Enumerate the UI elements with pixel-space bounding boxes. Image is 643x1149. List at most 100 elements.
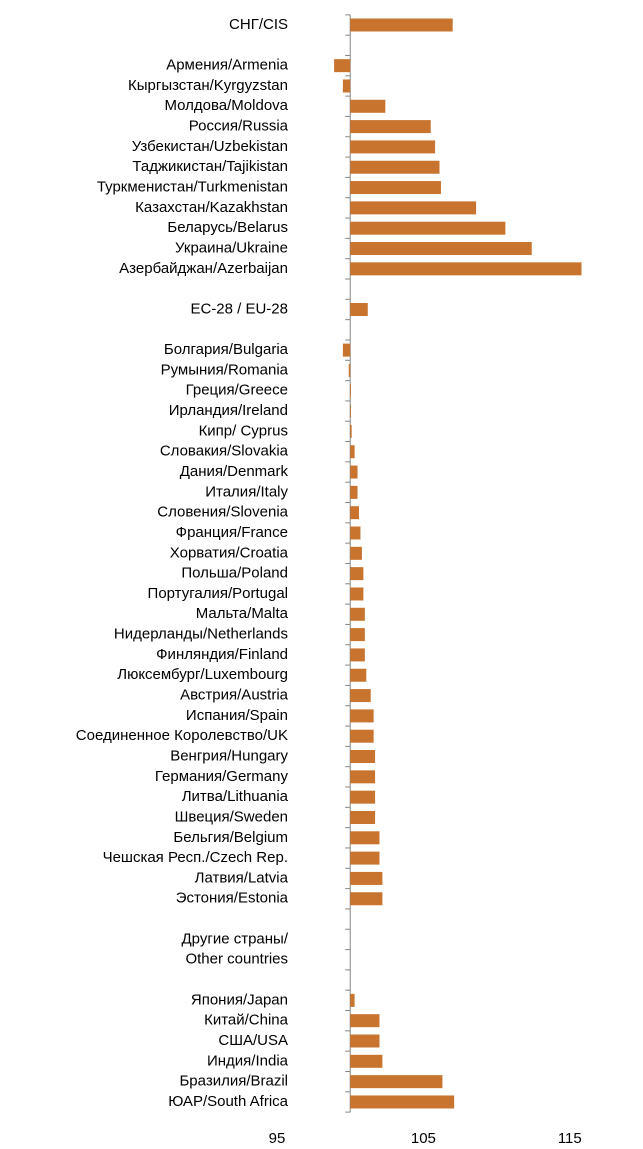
bar [350, 851, 380, 865]
y-tick-label: Венгрия/Hungary [170, 747, 288, 764]
y-tick-label: Италия/Italy [205, 483, 288, 500]
y-tick-label: Люксембург/Luxembourg [117, 666, 288, 683]
y-tick-label: Литва/Lithuania [182, 788, 289, 805]
y-tick-label: Бельгия/Belgium [173, 829, 288, 846]
bar [350, 607, 365, 621]
x-tick-label: 105 [411, 1130, 436, 1147]
y-tick-label: Германия/Germany [155, 768, 289, 785]
y-tick-label: Хорватия/Croatia [170, 544, 289, 561]
y-tick-label: Армения/Armenia [166, 57, 288, 74]
y-tick-label: ЕС-28 / EU-28 [190, 300, 288, 317]
y-tick-label: Соединенное Королевство/UK [76, 727, 288, 744]
y-tick-label: Латвия/Latvia [195, 869, 289, 886]
bar [350, 404, 351, 418]
bar [350, 648, 365, 662]
y-tick-label: Франция/France [176, 524, 288, 541]
y-tick-label: Словения/Slovenia [157, 504, 288, 521]
y-tick-label: Кипр/ Cyprus [199, 422, 288, 439]
bar [350, 302, 368, 316]
bar [350, 546, 362, 560]
bar [350, 526, 361, 540]
y-tick-label: Другие страны/ [182, 930, 289, 947]
bar [350, 424, 352, 438]
y-tick-label: Узбекистан/Uzbekistan [132, 138, 288, 155]
bar [350, 1034, 380, 1048]
bar [350, 506, 359, 520]
bar [350, 993, 355, 1007]
y-tick-label: Эстония/Estonia [176, 890, 289, 907]
bar [350, 567, 364, 581]
y-tick-label: Болгария/Bulgaria [164, 341, 289, 358]
bar [350, 242, 532, 256]
y-tick-label: Испания/Spain [186, 707, 288, 724]
bar [350, 810, 376, 824]
bar [350, 1095, 455, 1109]
y-tick-label: Румыния/Romania [161, 361, 289, 378]
bar [334, 59, 351, 73]
bar [342, 343, 351, 357]
bar [350, 1014, 380, 1028]
bar [342, 79, 351, 93]
y-tick-label: США/USA [218, 1032, 288, 1049]
y-tick-label: Япония/Japan [191, 991, 288, 1008]
bar [350, 729, 374, 743]
bar [350, 892, 383, 906]
bar [350, 1054, 383, 1068]
y-tick-label: СНГ/CIS [229, 16, 288, 33]
y-tick-label: Нидерланды/Netherlands [114, 626, 288, 643]
bar [350, 750, 376, 764]
bar [350, 181, 441, 195]
bar [350, 587, 364, 601]
bar [350, 384, 351, 398]
bar [350, 140, 436, 154]
bar [350, 1075, 443, 1089]
bar [350, 871, 383, 885]
y-tick-label: Россия/Russia [189, 118, 289, 135]
bar [348, 363, 351, 377]
y-tick-label: Ирландия/Ireland [169, 402, 288, 419]
bar [350, 201, 477, 215]
y-tick-label: Бразилия/Brazil [179, 1073, 288, 1090]
y-tick-label: Дания/Denmark [180, 463, 289, 480]
y-tick-label: Азербайджан/Azerbaijan [119, 260, 288, 277]
y-tick-label: Казахстан/Kazakhstan [135, 199, 288, 216]
bar [350, 689, 371, 703]
bar [350, 465, 358, 479]
x-tick-label: 115 [558, 1130, 582, 1147]
bar [350, 709, 374, 723]
bar [350, 99, 386, 113]
bar [350, 160, 440, 174]
y-tick-label: Туркменистан/Turkmenistan [97, 179, 288, 196]
y-tick-label: Индия/India [207, 1052, 289, 1069]
y-tick-label: Чешская Респ./Czech Rep. [103, 849, 288, 866]
y-tick-label: Китай/China [204, 1012, 289, 1029]
y-tick-label: Молдова/Moldova [164, 97, 288, 114]
bar [350, 262, 582, 276]
y-tick-label: Other countries [185, 951, 288, 968]
x-tick-label: 95 [269, 1130, 286, 1147]
bar [350, 445, 355, 459]
y-tick-label: Украина/Ukraine [175, 239, 288, 256]
y-tick-label: Мальта/Malta [196, 605, 289, 622]
y-tick-label: Греция/Greece [186, 382, 288, 399]
y-tick-label: Швеция/Sweden [175, 808, 288, 825]
bar [350, 668, 367, 682]
y-tick-label: Кыргызстан/Kyrgyzstan [128, 77, 288, 94]
bar [350, 485, 358, 499]
y-tick-label: Австрия/Austria [180, 687, 289, 704]
bar [350, 628, 365, 642]
bar [350, 18, 453, 32]
bar [350, 770, 376, 784]
y-tick-label: Таджикистан/Tajikistan [132, 158, 288, 175]
y-tick-label: Финляндия/Finland [156, 646, 288, 663]
y-tick-label: Португалия/Portugal [148, 585, 288, 602]
y-tick-label: Польша/Poland [181, 565, 288, 582]
y-tick-label: ЮАР/South Africa [168, 1093, 288, 1110]
y-tick-label: Беларусь/Belarus [167, 219, 288, 236]
bar [350, 221, 506, 235]
y-tick-label: Словакия/Slovakia [160, 443, 289, 460]
bar [350, 831, 380, 845]
bar [350, 120, 431, 134]
bar [350, 790, 376, 804]
